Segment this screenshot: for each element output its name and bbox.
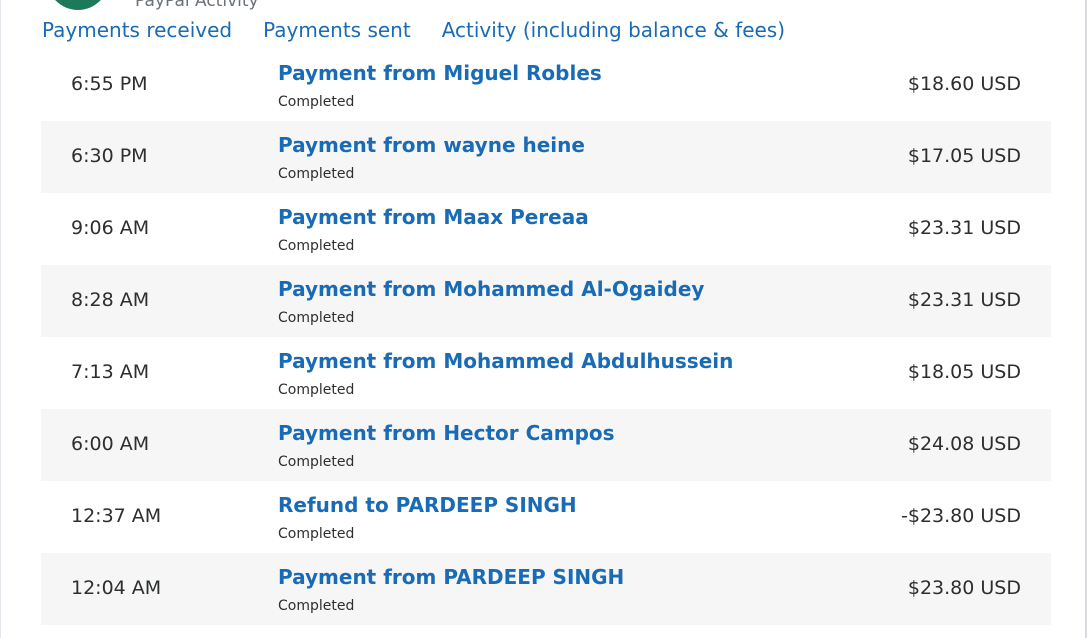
time: 6:00 AM — [71, 433, 150, 455]
time: 12:37 AM — [71, 505, 162, 527]
amount: $23.31 USD — [907, 289, 1021, 311]
amount: $23.80 USD — [907, 577, 1021, 599]
subtitle: PayPal Activity — [135, 0, 259, 11]
activity-row[interactable]: 6:55 PM Payment from Miguel Robles Complet… — [41, 49, 1051, 121]
tabs: Payments received Payments sent Activity (… — [42, 18, 785, 42]
description[interactable]: Refund to PARDEEP SINGH — [278, 493, 577, 517]
time: 6:55 PM — [71, 73, 148, 95]
status: Completed — [278, 526, 355, 542]
description[interactable]: Payment from Mohammed Al-Ogaidey — [278, 277, 705, 301]
activity-row[interactable]: 12:04 AM Payment from PARDEEP SINGH Comple… — [41, 553, 1051, 625]
status: Completed — [278, 598, 355, 614]
amount: $18.05 USD — [907, 361, 1021, 383]
time: 8:28 AM — [71, 289, 150, 311]
description[interactable]: Payment from PARDEEP SINGH — [278, 565, 625, 589]
time: 7:13 AM — [71, 361, 150, 383]
amount: $24.08 USD — [907, 433, 1021, 455]
description[interactable]: Payment from Maax Pereaa — [278, 205, 589, 229]
activity-row[interactable]: 12:37 AM Refund to PARDEEP SINGH Completed… — [41, 481, 1051, 553]
time: 12:04 AM — [71, 577, 162, 599]
tab[interactable]: Payments received — [42, 18, 233, 42]
description[interactable]: Payment from Mohammed Abdulhussein — [278, 349, 734, 373]
activity-row[interactable]: 8:28 AM Payment from Mohammed Al-Ogaidey C… — [41, 265, 1051, 337]
tab[interactable]: Payments sent — [263, 18, 411, 42]
amount: $17.05 USD — [907, 145, 1021, 167]
time: 9:06 AM — [71, 217, 150, 239]
status: Completed — [278, 94, 355, 110]
status: Completed — [278, 166, 355, 182]
activity-row[interactable]: 6:30 PM Payment from wayne heine Completed… — [41, 121, 1051, 193]
status: Completed — [278, 310, 355, 326]
status: Completed — [278, 382, 355, 398]
status: Completed — [278, 238, 355, 254]
description[interactable]: Payment from Hector Campos — [278, 421, 615, 445]
amount: -$23.80 USD — [901, 505, 1021, 527]
activity-list: 6:55 PM Payment from Miguel Robles Complet… — [41, 49, 1051, 625]
status: Completed — [278, 454, 355, 470]
activity-row[interactable]: 7:13 AM Payment from Mohammed Abdulhussei… — [41, 337, 1051, 409]
activity-row[interactable]: 9:06 AM Payment from Maax Pereaa Completed… — [41, 193, 1051, 265]
description[interactable]: Payment from Miguel Robles — [278, 61, 602, 85]
activity-row[interactable]: 6:00 AM Payment from Hector Campos Complet… — [41, 409, 1051, 481]
tab[interactable]: Activity (including balance & fees) — [441, 18, 786, 42]
amount: $23.31 USD — [907, 217, 1021, 239]
amount: $18.60 USD — [907, 73, 1021, 95]
time: 6:30 PM — [71, 145, 148, 167]
description[interactable]: Payment from wayne heine — [278, 133, 585, 157]
avatar — [47, 0, 109, 10]
